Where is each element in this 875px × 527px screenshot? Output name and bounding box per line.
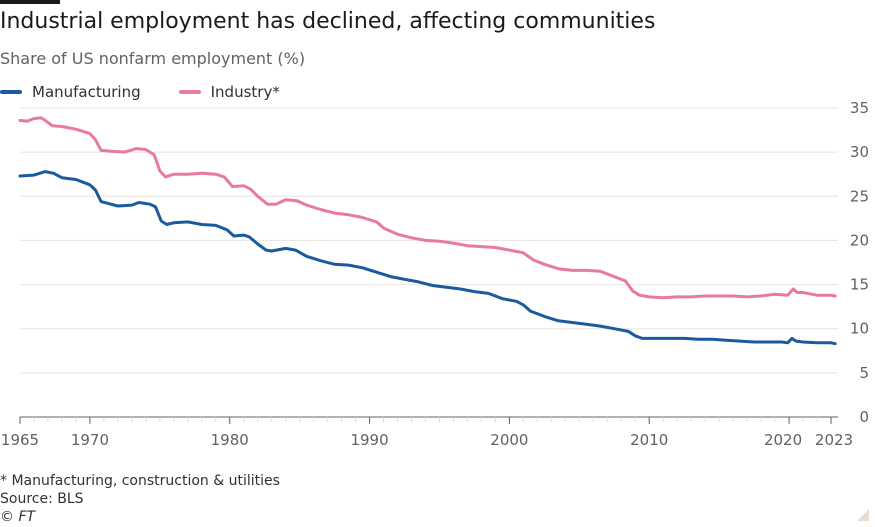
x-tick-label: 1965 [1, 431, 39, 449]
y-tick-label: 15 [850, 276, 869, 294]
footnote: * Manufacturing, construction & utilitie… [0, 473, 280, 489]
x-tick-label: 1990 [350, 431, 388, 449]
y-tick-label: 20 [850, 231, 869, 249]
x-tick-label: 2023 [815, 431, 853, 449]
ft-top-bar [0, 0, 60, 4]
legend: Manufacturing Industry* [0, 83, 318, 101]
line-chart: 0 5 10 15 20 25 30 35 1965 1970 1980 1990 2000 2010 20… [1, 99, 869, 449]
legend-label-industry: Industry* [210, 83, 280, 101]
source-note: Source: BLS [0, 491, 84, 507]
y-tick-label: 0 [859, 408, 869, 426]
x-tick-label: 1970 [71, 431, 109, 449]
y-tick-label: 30 [850, 143, 869, 161]
chart-subtitle: Share of US nonfarm employment (%) [0, 49, 306, 68]
series-line-manufacturing [18, 170, 837, 346]
resize-corner-icon [857, 509, 869, 521]
y-tick-label: 10 [850, 320, 869, 338]
x-tick-label: 2020 [764, 431, 802, 449]
ft-credit: © FT [0, 509, 36, 525]
y-tick-label: 25 [850, 187, 869, 205]
legend-item-manufacturing: Manufacturing [0, 83, 141, 101]
y-tick-label: 5 [859, 364, 869, 382]
x-tick-label: 1980 [211, 431, 249, 449]
chart-title: Industrial employment has declined, affe… [0, 9, 656, 34]
legend-swatch-manufacturing [0, 90, 22, 94]
legend-swatch-industry [178, 90, 201, 94]
y-tick-label: 35 [850, 99, 869, 117]
legend-item-industry: Industry* [178, 83, 280, 101]
x-tick-label: 2000 [490, 431, 528, 449]
legend-label-manufacturing: Manufacturing [32, 83, 141, 101]
x-tick-label: 2010 [630, 431, 668, 449]
series-line-industry [18, 116, 837, 300]
